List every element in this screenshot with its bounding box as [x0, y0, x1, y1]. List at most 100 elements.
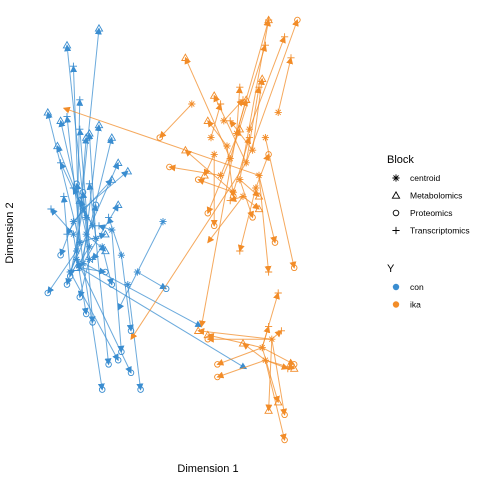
plus-point-ika — [261, 41, 269, 49]
link-arrow-con — [98, 224, 112, 231]
legend-block-title: Block — [387, 154, 414, 166]
link-arrow-ika — [207, 196, 244, 244]
link-arrow-con — [72, 234, 89, 315]
link-arrow-ika — [229, 120, 253, 151]
circle-point-ika — [281, 411, 288, 419]
link-arrow-con — [101, 246, 114, 286]
centroid-point-ika — [268, 335, 276, 343]
triangle-point-ika — [254, 191, 264, 200]
triangle-point-con — [101, 229, 110, 238]
link-arrow-ika — [203, 154, 215, 177]
plus-point-con — [60, 192, 68, 200]
centroid-point-ika — [210, 150, 218, 158]
centroid-point-ika — [220, 117, 228, 125]
plus-point-ika — [239, 96, 247, 104]
legend-y-title: Y — [387, 263, 395, 275]
link-arrow-ika — [207, 120, 228, 147]
triangle-point-con — [107, 175, 117, 183]
link-arrow-ika — [232, 136, 252, 193]
triangle-point-con — [101, 246, 110, 255]
plus-point-con — [57, 159, 65, 167]
triangle-point-con — [62, 40, 72, 49]
link-arrow-ika — [271, 339, 288, 416]
legend-label-con: con — [410, 282, 424, 292]
legend-label-asterisk: centroid — [410, 173, 441, 183]
circle-point-con — [73, 180, 80, 188]
centroid-point-con — [69, 230, 77, 238]
triangle-point-ika — [289, 364, 299, 372]
circle-point-con — [89, 319, 96, 326]
centroid-point-ika — [188, 100, 196, 108]
legend-label-triangle: Metabolomics — [410, 191, 462, 201]
centroid-point-ika — [255, 171, 263, 179]
legend-key-asterisk — [392, 174, 400, 182]
link-arrow-ika — [265, 339, 273, 412]
link-arrow-con — [76, 98, 84, 252]
link-arrow-con — [137, 271, 168, 290]
circle-point-ika — [214, 373, 221, 381]
link-arrow-ika — [264, 137, 297, 269]
circle-point-con — [127, 369, 135, 377]
centroid-point-con — [73, 255, 81, 263]
triangle-point-ika — [203, 116, 213, 124]
centroid-point-con — [82, 230, 90, 238]
centroid-point-ika — [242, 159, 250, 167]
triangle-point-ika — [209, 91, 219, 99]
centroid-point-ika — [261, 356, 269, 364]
plus-point-con — [89, 255, 97, 263]
circle-point-ika — [290, 361, 298, 368]
triangle-point-con — [75, 196, 85, 204]
centroid-point-ika — [261, 134, 269, 142]
plus-point-ika — [265, 16, 273, 24]
centroid-point-con — [79, 260, 87, 268]
triangle-point-con — [81, 133, 91, 141]
link-arrow-con — [91, 203, 99, 226]
triangle-point-ika — [257, 74, 267, 82]
centroid-point-con — [98, 243, 106, 251]
centroid-point-ika — [229, 188, 237, 196]
centroid-point-con — [117, 251, 125, 259]
plus-point-con — [63, 113, 71, 121]
link-arrow-ika — [62, 106, 260, 176]
centroid-point-con — [76, 239, 84, 247]
plus-point-ika — [287, 54, 295, 62]
legend-y: Y con ika — [387, 263, 424, 310]
link-arrow-ika — [255, 153, 270, 189]
link-arrow-ika — [277, 56, 294, 113]
triangle-point-ika — [200, 170, 209, 179]
centroid-point-con — [85, 243, 93, 251]
triangle-point-con — [72, 263, 81, 271]
circle-point-con — [57, 251, 64, 259]
plus-point-ika — [265, 323, 273, 331]
triangle-point-con — [56, 116, 65, 124]
circle-point-ika — [210, 222, 218, 230]
link-arrow-ika — [239, 179, 254, 219]
link-arrow-ika — [184, 56, 231, 159]
link-arrow-ika — [239, 179, 260, 198]
link-arrow-ika — [206, 332, 263, 349]
circle-point-con — [66, 272, 74, 280]
link-arrow-con — [95, 238, 112, 366]
link-arrow-ika — [216, 347, 263, 366]
link-arrow-con — [47, 250, 78, 294]
centroid-point-ika — [258, 344, 266, 352]
link-arrow-con — [82, 263, 105, 391]
plus-point-ika — [274, 289, 282, 297]
circle-point-con — [79, 188, 87, 196]
circle-point-con — [76, 293, 84, 301]
triangle-point-con — [43, 107, 53, 116]
triangle-point-ika — [238, 338, 248, 347]
centroid-point-ika — [252, 184, 260, 192]
circle-point-con — [137, 386, 144, 393]
circle-point-ika — [249, 214, 256, 221]
centroid-point-con — [159, 218, 167, 226]
link-arrow-con — [70, 65, 81, 243]
legend-key-plus — [392, 226, 400, 235]
circle-point-ika — [230, 193, 237, 200]
plus-point-ika — [284, 365, 292, 373]
circle-point-ika — [290, 264, 298, 272]
triangle-point-ika — [181, 145, 190, 154]
legend-key-con — [392, 283, 400, 291]
link-arrow-ika — [197, 328, 272, 340]
